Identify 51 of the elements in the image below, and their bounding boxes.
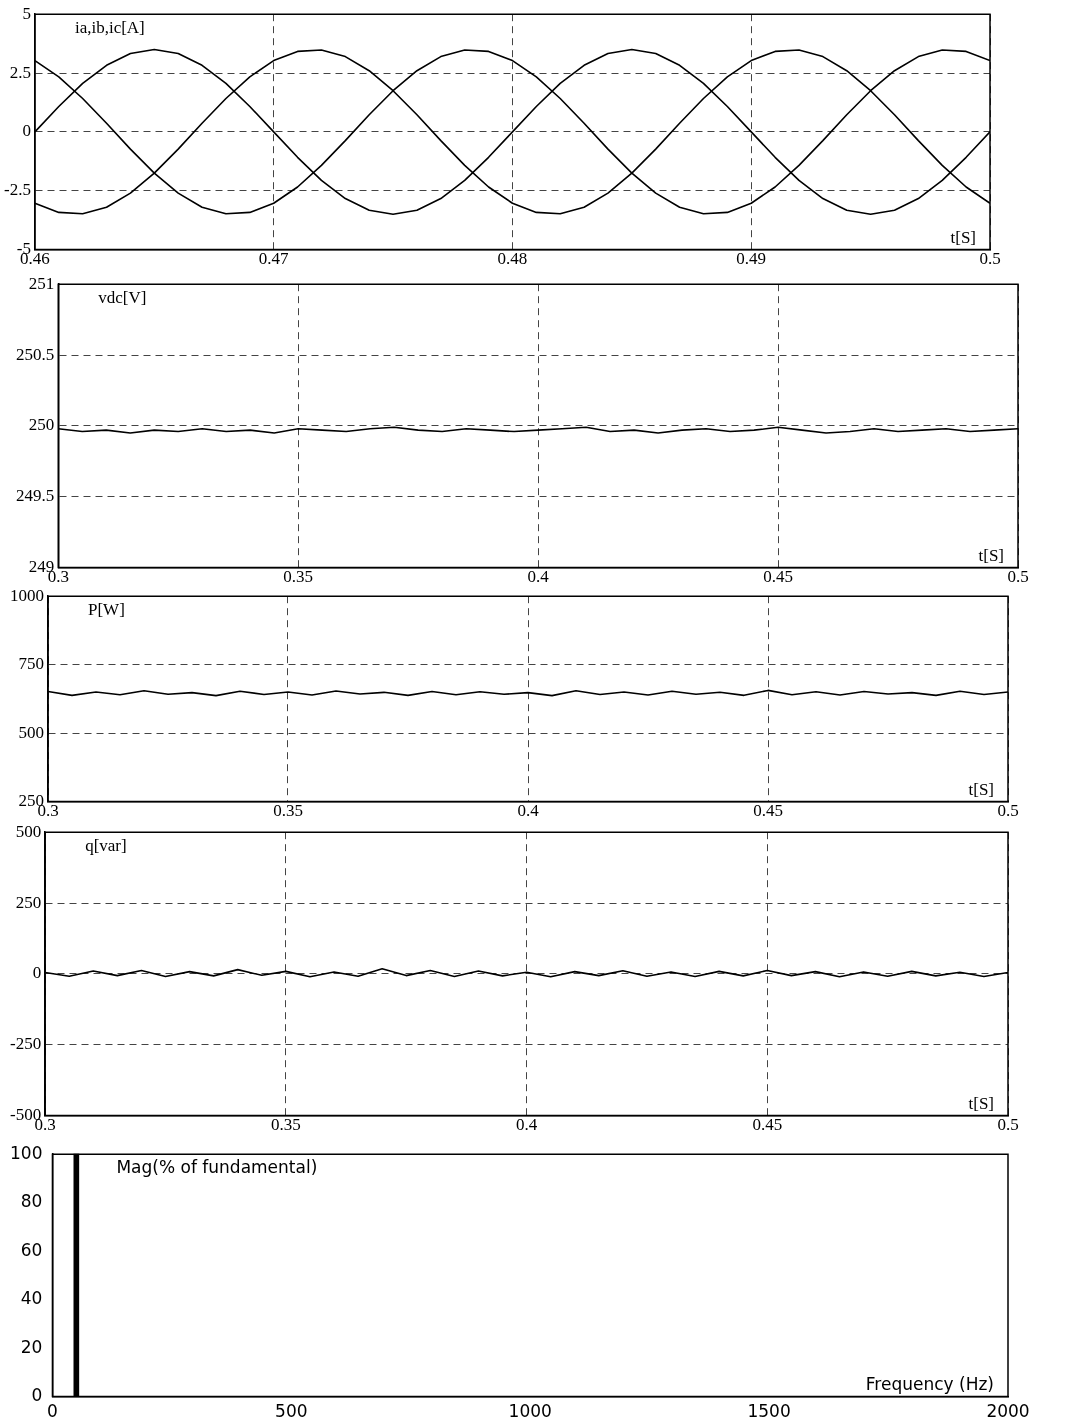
x-tick-label: 0.49 (736, 249, 767, 269)
y-tick-label: 250 (28, 415, 55, 435)
y-tick-label: 250 (15, 892, 42, 912)
x-axis-title: t[S] (978, 545, 1004, 565)
chart-title: Mag(% of fundamental) (116, 1157, 318, 1178)
x-tick-label: 0.45 (763, 567, 793, 587)
chart-title: q[var] (85, 836, 127, 856)
x-tick-label: 0.5 (1007, 567, 1029, 587)
x-axis-title: t[S] (968, 779, 994, 799)
x-tick-label: 0.48 (497, 249, 528, 269)
x-tick-label: 0.35 (271, 1115, 301, 1135)
y-tick-label: -2.5 (3, 180, 31, 200)
chart-title: ia,ib,ic[A] (74, 18, 145, 38)
y-tick-label: 500 (18, 722, 44, 742)
x-tick-label: 0.5 (997, 801, 1019, 821)
x-tick-label: 0.35 (273, 801, 303, 821)
y-tick-label: 40 (20, 1288, 43, 1309)
y-tick-label: 0 (31, 1385, 43, 1406)
y-tick-label: 251 (28, 273, 55, 293)
y-tick-label: 1000 (10, 585, 44, 605)
x-tick-label: 1000 (508, 1401, 552, 1422)
x-tick-label: 0.45 (752, 1115, 783, 1135)
x-tick-label: 0.45 (753, 801, 783, 821)
x-tick-label: 0.5 (997, 1115, 1019, 1135)
y-tick-label: 80 (20, 1191, 43, 1212)
y-tick-label: 500 (15, 821, 42, 841)
chart-title: vdc[V] (98, 288, 147, 308)
x-tick-label: 1500 (747, 1401, 791, 1422)
x-tick-label: 0.47 (258, 249, 290, 269)
x-tick-label: 0.4 (515, 1115, 538, 1135)
y-tick-label: 20 (20, 1336, 43, 1357)
y-tick-label: 100 (9, 1142, 43, 1163)
y-tick-label: 2.5 (9, 62, 31, 82)
y-tick-label: 60 (20, 1239, 43, 1260)
y-tick-label: 250.5 (16, 344, 55, 364)
x-tick-label: 0.5 (979, 249, 1001, 269)
y-tick-label: -250 (9, 1034, 42, 1054)
x-axis-title: t[S] (950, 227, 976, 247)
x-tick-label: 0.4 (527, 567, 550, 587)
x-axis-title: t[S] (968, 1093, 994, 1113)
x-tick-label: 0.4 (517, 801, 540, 821)
y-tick-label: 0 (32, 963, 42, 983)
y-tick-label: 0 (22, 121, 31, 141)
y-tick-label: 5 (22, 3, 31, 23)
x-tick-label: 0.35 (283, 567, 314, 587)
chart-title: P[W] (88, 600, 125, 620)
y-tick-label: 750 (18, 654, 44, 674)
x-tick-label: 500 (275, 1401, 308, 1422)
y-tick-label: 249.5 (16, 486, 55, 506)
x-tick-label: 2000 (986, 1401, 1030, 1422)
x-axis-title: Frequency (Hz) (865, 1373, 994, 1394)
